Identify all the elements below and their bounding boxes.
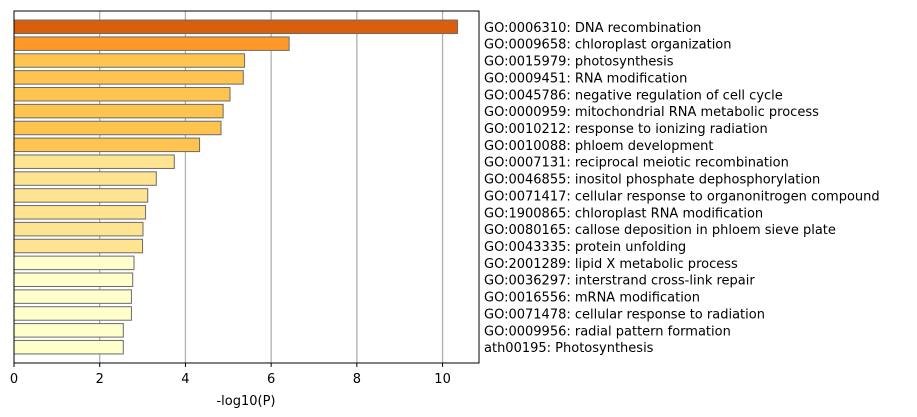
x-tick-label: 6 bbox=[267, 372, 275, 387]
bar bbox=[13, 70, 244, 85]
category-label: GO:0010088: phloem development bbox=[484, 139, 713, 154]
bar bbox=[13, 87, 231, 102]
category-label: GO:0009451: RNA modification bbox=[484, 71, 687, 86]
x-tick-label: 2 bbox=[96, 372, 104, 387]
category-label: GO:0046855: inositol phosphate dephospho… bbox=[484, 173, 820, 188]
category-label: GO:0036297: interstrand cross-link repai… bbox=[484, 274, 755, 289]
category-label: GO:0009956: radial pattern formation bbox=[484, 324, 731, 339]
x-axis-ticks: 0 2 4 6 8 10 bbox=[10, 363, 451, 387]
bar bbox=[13, 137, 201, 153]
bar bbox=[13, 53, 246, 68]
x-tick-label: 4 bbox=[181, 372, 189, 387]
category-label: GO:0009658: chloroplast organization bbox=[484, 38, 732, 53]
bars bbox=[13, 19, 459, 355]
bar bbox=[13, 205, 147, 220]
grid-lines bbox=[99, 11, 444, 363]
bar bbox=[13, 103, 224, 119]
bar bbox=[13, 238, 144, 254]
bar bbox=[13, 19, 459, 35]
category-label: GO:0045786: negative regulation of cell … bbox=[484, 88, 783, 103]
bar bbox=[13, 188, 149, 203]
category-label: GO:0080165: callose deposition in phloem… bbox=[484, 223, 836, 238]
category-label: GO:2001289: lipid X metabolic process bbox=[484, 257, 738, 272]
category-labels: GO:0006310: DNA recombination GO:0009658:… bbox=[484, 21, 880, 356]
category-label: ath00195: Photosynthesis bbox=[484, 341, 654, 356]
category-label: GO:0016556: mRNA modification bbox=[484, 291, 700, 306]
bar bbox=[13, 255, 135, 271]
category-label: GO:0006310: DNA recombination bbox=[484, 21, 701, 36]
x-tick-label: 10 bbox=[434, 372, 451, 387]
category-label: GO:0015979: photosynthesis bbox=[484, 55, 674, 70]
category-label: GO:1900865: chloroplast RNA modification bbox=[484, 206, 763, 221]
bar bbox=[13, 339, 124, 355]
category-label: GO:0071478: cellular response to radiati… bbox=[484, 307, 765, 322]
category-label: GO:0071417: cellular response to organon… bbox=[484, 189, 880, 204]
bar bbox=[13, 154, 175, 169]
x-tick-label: 0 bbox=[10, 372, 18, 387]
bar bbox=[13, 120, 222, 136]
bar bbox=[13, 272, 134, 287]
x-axis-label: -log10(P) bbox=[216, 394, 275, 409]
bar bbox=[13, 289, 132, 304]
category-label: GO:0007131: reciprocal meiotic recombina… bbox=[484, 156, 789, 171]
bar bbox=[13, 323, 124, 338]
bar bbox=[13, 171, 157, 186]
x-tick-label: 8 bbox=[353, 372, 361, 387]
plot-frame bbox=[13, 10, 480, 364]
bar bbox=[13, 36, 290, 51]
category-label: GO:0043335: protein unfolding bbox=[484, 240, 686, 255]
bar bbox=[13, 306, 132, 321]
bar bbox=[13, 221, 144, 237]
category-label: GO:0010212: response to ionizing radiati… bbox=[484, 122, 768, 137]
category-label: GO:0000959: mitochondrial RNA metabolic … bbox=[484, 105, 819, 120]
